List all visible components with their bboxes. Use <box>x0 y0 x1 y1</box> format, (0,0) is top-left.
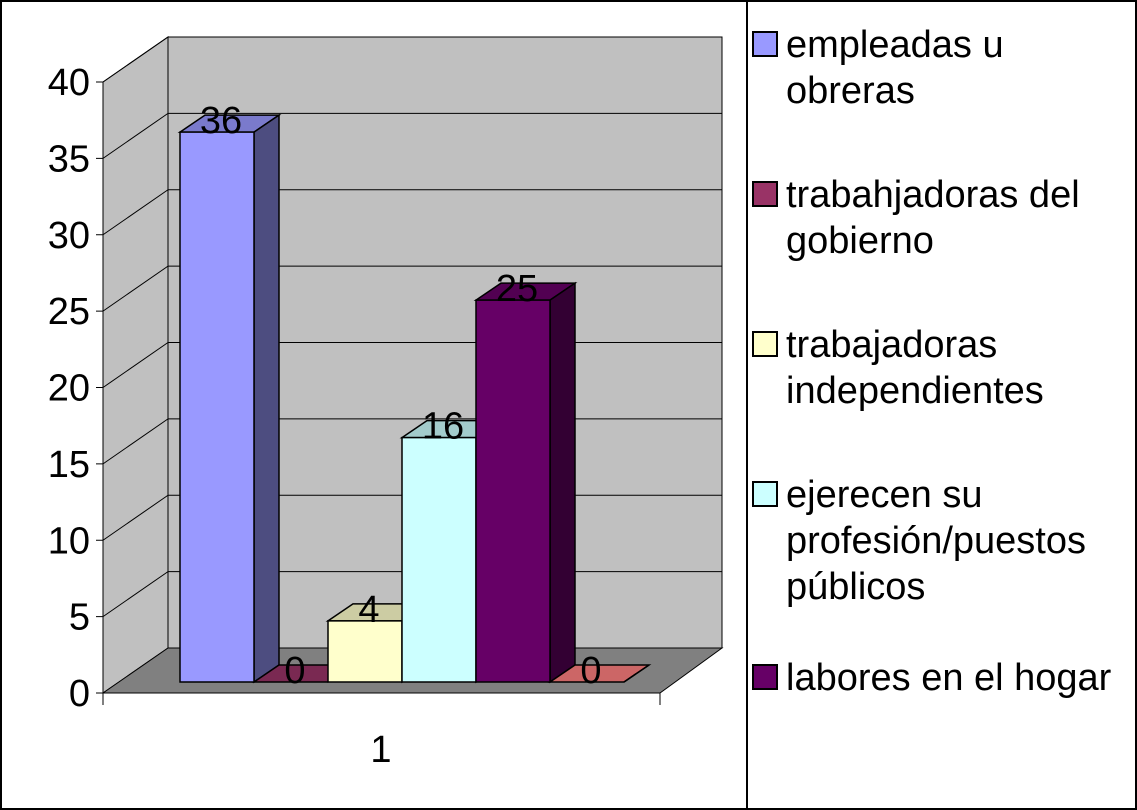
grid-line <box>102 494 169 541</box>
value-label: 0 <box>284 650 305 692</box>
bar <box>327 620 403 683</box>
legend: empleadas u obreras trabahjadoras del gob… <box>752 22 1132 759</box>
legend-swatch <box>752 31 778 57</box>
legend-label: trabahjadoras del gobierno <box>786 174 1080 262</box>
bar-side <box>549 281 576 684</box>
y-tick-label: 35 <box>48 138 90 180</box>
bar <box>475 299 551 683</box>
legend-swatch <box>752 481 778 507</box>
y-tick-label: 10 <box>48 520 90 562</box>
legend-label: trabajadoras independientes <box>786 324 1044 412</box>
y-tick-label: 25 <box>48 291 90 333</box>
bar-side <box>623 664 650 683</box>
bar <box>401 436 477 683</box>
x-tick-label: 1 <box>370 729 391 771</box>
y-tick-label: 15 <box>48 444 90 486</box>
y-tick-label: 30 <box>48 215 90 257</box>
legend-label: ejerecen su profesión/puestos públicos <box>786 474 1086 608</box>
value-label: 4 <box>358 589 379 631</box>
bar <box>179 131 255 683</box>
grid-line <box>102 265 169 312</box>
legend-entry: empleadas u obreras <box>752 22 1132 114</box>
legend-entry: trabahjadoras del gobierno <box>752 172 1132 264</box>
legend-label: labores en el hogar <box>786 657 1112 699</box>
value-label: 36 <box>200 100 242 142</box>
legend-swatch <box>752 664 778 690</box>
y-tick-label: 20 <box>48 368 90 410</box>
legend-swatch <box>752 181 778 207</box>
legend-entry: trabajadoras independientes <box>752 322 1132 414</box>
grid-line <box>102 418 169 465</box>
legend-label: empleadas u obreras <box>786 24 1004 112</box>
grid-line <box>102 342 169 388</box>
bar-side <box>253 113 280 684</box>
grid-line <box>102 36 169 83</box>
value-label: 25 <box>496 268 538 310</box>
value-label: 0 <box>580 650 601 692</box>
y-tick-label: 0 <box>69 673 90 715</box>
legend-entry: ejerecen su profesión/puestos públicos <box>752 472 1132 610</box>
grid-line <box>102 189 169 236</box>
legend-swatch <box>752 331 778 357</box>
y-tick-label: 40 <box>48 62 90 104</box>
value-label: 16 <box>422 406 464 448</box>
grid-line <box>102 112 169 159</box>
grid-line <box>102 571 169 618</box>
legend-entry: labores en el hogar <box>752 655 1132 701</box>
y-tick-label: 5 <box>69 597 90 639</box>
